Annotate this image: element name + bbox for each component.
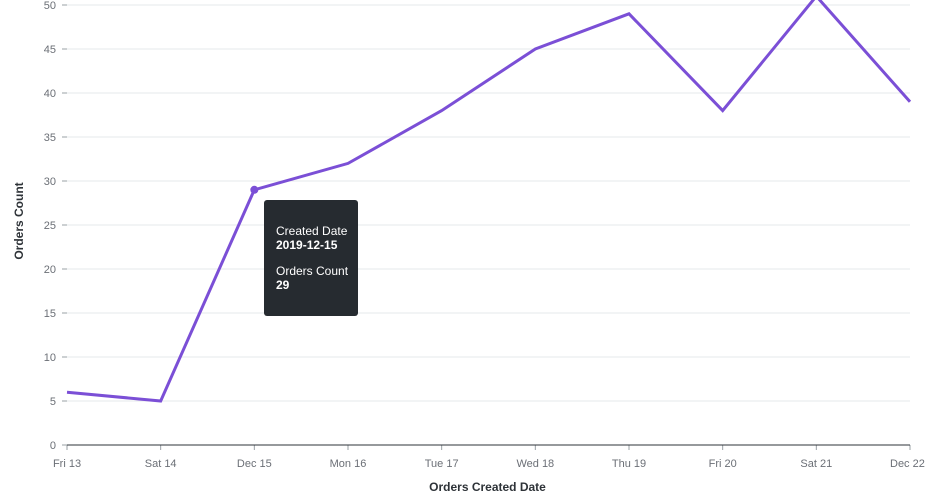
x-tick-label: Fri 20	[709, 458, 737, 470]
y-tick-label: 25	[44, 220, 56, 232]
x-tick-label: Fri 13	[53, 458, 81, 470]
x-axis-ticks: Fri 13 Sat 14 Dec 15 Mon 16 Tue 17 Wed 18 Thu …	[53, 445, 925, 470]
x-tick-label: Dec 15	[237, 458, 272, 470]
points-layer[interactable]	[250, 185, 259, 194]
y-tick-label: 20	[44, 264, 56, 276]
y-tick-label: 10	[44, 352, 56, 364]
y-tick-label: 30	[44, 176, 56, 188]
tooltip-key-count: Orders Count	[276, 264, 349, 278]
gridlines	[67, 4, 910, 402]
tooltip-value-date: 2019-12-15	[276, 238, 338, 252]
data-point[interactable]	[250, 185, 259, 194]
y-tick-label: 15	[44, 308, 56, 320]
data-tooltip: Created Date 2019-12-15 Orders Count 29	[264, 200, 358, 316]
y-tick-label: 0	[50, 440, 56, 452]
x-tick-label: Sat 21	[800, 458, 832, 470]
x-tick-label: Tue 17	[425, 458, 459, 470]
y-axis-ticks: 0 5 10 15 20 25 30 35 40 45 50	[44, 0, 67, 452]
tooltip-key-date: Created Date	[276, 224, 348, 238]
x-tick-label: Wed 18	[516, 458, 554, 470]
tooltip-value-count: 29	[276, 278, 290, 292]
y-axis-title: Orders Count	[12, 182, 26, 259]
x-tick-label: Sat 14	[145, 458, 177, 470]
x-tick-label: Mon 16	[330, 458, 367, 470]
y-tick-label: 35	[44, 132, 56, 144]
x-tick-label: Dec 22	[890, 458, 925, 470]
x-tick-label: Thu 19	[612, 458, 646, 470]
series-line	[66, 0, 912, 403]
series-layer	[66, 0, 912, 403]
x-axis-title: Orders Created Date	[429, 480, 546, 494]
y-tick-label: 5	[50, 396, 56, 408]
y-tick-label: 50	[44, 0, 56, 12]
y-tick-label: 40	[44, 88, 56, 100]
y-tick-label: 45	[44, 44, 56, 56]
